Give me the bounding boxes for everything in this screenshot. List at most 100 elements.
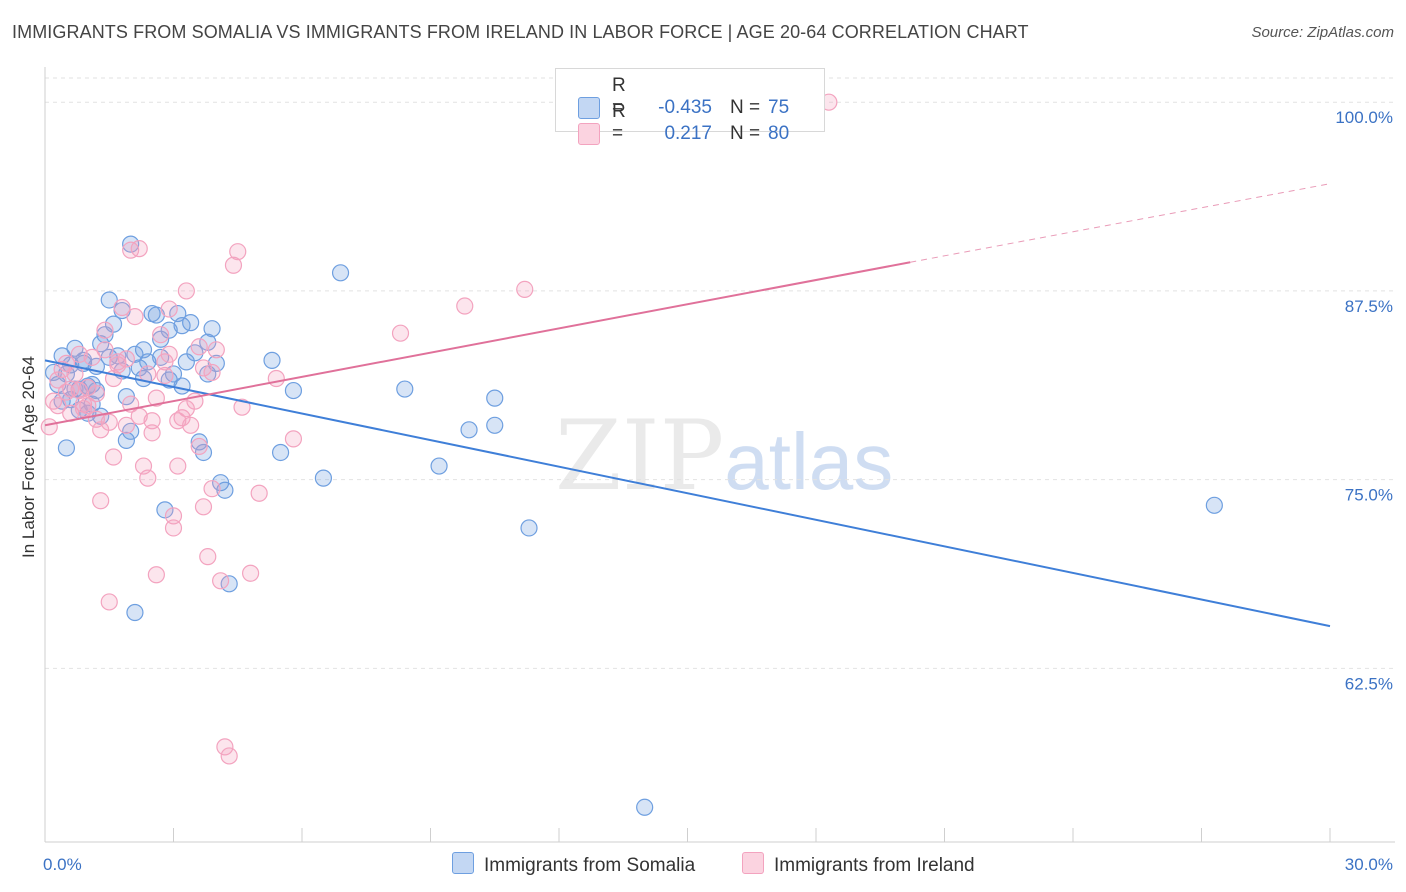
point-ireland	[147, 389, 165, 407]
point-somalia	[156, 501, 174, 519]
point-somalia	[100, 291, 118, 309]
point-somalia	[57, 439, 76, 457]
legend-label-ireland: Immigrants from Ireland	[774, 855, 975, 876]
point-ireland	[147, 566, 165, 584]
watermark-atlas: atlas	[724, 417, 894, 506]
x-tick-label: 0.0%	[43, 855, 82, 874]
point-ireland	[117, 350, 135, 368]
point-ireland	[516, 280, 534, 299]
point-ireland	[456, 297, 474, 315]
point-somalia	[130, 359, 148, 377]
point-somalia	[460, 421, 478, 439]
trend-line-somalia	[44, 359, 1331, 628]
point-ireland	[139, 469, 157, 487]
point-somalia	[117, 431, 135, 449]
legend-r-value: 0.217	[664, 123, 712, 144]
legend-n-label: N =	[730, 97, 761, 118]
point-somalia	[139, 353, 157, 371]
point-somalia	[164, 365, 183, 383]
point-somalia	[203, 320, 221, 338]
legend-item-somalia: Immigrants from Somalia	[452, 852, 695, 877]
legend-row-somalia: R = -0.435 N = 75	[578, 75, 789, 119]
legend-r-label: R =	[612, 75, 626, 118]
point-ireland	[224, 256, 243, 274]
correlation-legend: R = -0.435 N = 75 R = 0.217 N = 80	[555, 68, 825, 145]
watermark-zip: ZIP	[555, 400, 725, 512]
legend-row-ireland: R = 0.217 N = 80	[578, 101, 789, 145]
point-somalia	[160, 321, 178, 339]
legend-n-value: 80	[768, 123, 790, 144]
point-somalia	[122, 235, 140, 253]
point-somalia	[430, 457, 448, 475]
point-ireland	[100, 593, 118, 611]
y-tick-label: 87.5%	[1345, 297, 1393, 316]
point-ireland	[74, 400, 93, 418]
chart-title: IMMIGRANTS FROM SOMALIA VS IMMIGRANTS FR…	[12, 22, 1029, 42]
point-ireland	[194, 498, 213, 516]
tick-labels: 62.5% 75.0% 87.5% 100.0% 0.0% 30.0% In Labor F…	[19, 108, 1393, 874]
series-ireland	[40, 93, 838, 765]
point-somalia	[396, 380, 414, 398]
point-ireland	[267, 369, 285, 388]
point-somalia	[520, 519, 538, 537]
point-somalia	[190, 433, 208, 451]
point-ireland	[203, 363, 221, 382]
point-ireland	[212, 572, 230, 590]
watermark: ZIPatlas	[555, 400, 893, 512]
point-ireland	[391, 324, 410, 342]
point-ireland	[92, 492, 110, 510]
point-ireland	[40, 418, 58, 436]
point-ireland	[220, 747, 238, 765]
point-somalia	[1205, 496, 1223, 514]
point-ireland	[190, 338, 208, 356]
point-ireland	[216, 738, 234, 756]
point-somalia	[126, 345, 144, 363]
point-somalia	[104, 315, 123, 333]
point-somalia	[173, 377, 191, 395]
point-ireland	[49, 397, 67, 415]
point-somalia	[314, 469, 333, 487]
point-ireland	[284, 430, 303, 448]
point-ireland	[160, 345, 178, 363]
point-ireland	[87, 384, 106, 403]
point-ireland	[182, 416, 200, 434]
point-ireland	[190, 437, 208, 456]
axes	[44, 67, 1395, 843]
point-ireland	[79, 378, 97, 397]
point-ireland	[70, 345, 88, 363]
point-somalia	[177, 353, 195, 371]
point-ireland	[117, 416, 135, 434]
point-ireland	[96, 321, 114, 339]
point-ireland	[143, 412, 161, 430]
point-ireland	[109, 356, 127, 374]
x-tick-label: 30.0%	[1345, 855, 1393, 874]
point-somalia	[331, 264, 350, 282]
point-ireland	[164, 519, 183, 537]
point-ireland	[207, 341, 225, 359]
point-somalia	[284, 381, 303, 400]
legend-label-somalia: Immigrants from Somalia	[484, 855, 696, 876]
trend-line-ireland-extension	[910, 183, 1331, 263]
point-ireland	[130, 240, 148, 258]
point-ireland	[62, 380, 80, 398]
point-somalia	[263, 351, 281, 369]
legend-swatch-ireland	[578, 122, 600, 145]
point-ireland	[104, 448, 123, 466]
point-ireland	[113, 298, 131, 317]
legend-n-value: 75	[768, 97, 790, 118]
chart-source: Source: ZipAtlas.com	[1251, 24, 1394, 41]
trend-lines	[44, 183, 1331, 628]
y-tick-label: 100.0%	[1335, 108, 1393, 127]
series-somalia	[44, 235, 1223, 816]
point-ireland	[49, 371, 67, 389]
legend-swatch-somalia	[578, 96, 600, 119]
point-ireland	[177, 282, 195, 300]
point-ireland	[156, 366, 174, 385]
point-somalia	[126, 603, 144, 622]
point-ireland	[199, 548, 217, 566]
point-somalia	[216, 481, 234, 499]
point-ireland	[169, 412, 187, 430]
point-ireland	[233, 398, 251, 416]
point-ireland	[164, 507, 183, 525]
point-somalia	[486, 389, 504, 407]
